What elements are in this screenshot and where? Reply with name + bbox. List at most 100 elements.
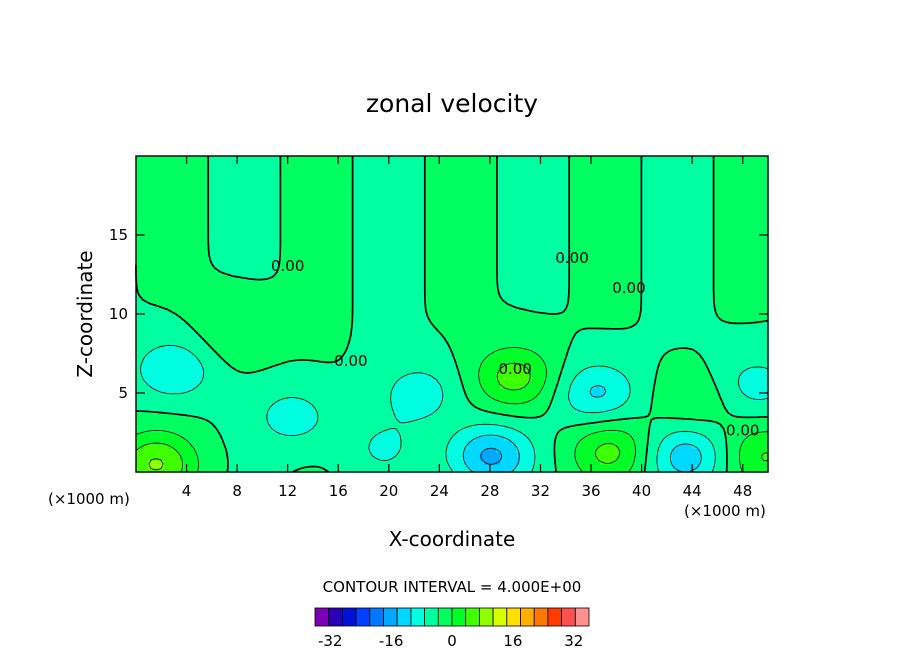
- field-cell: [252, 440, 257, 445]
- field-cell: [392, 460, 397, 465]
- field-cell: [676, 364, 681, 369]
- field-cell: [672, 408, 677, 413]
- field-cell: [412, 396, 417, 401]
- field-cell: [304, 376, 309, 381]
- field-cell: [520, 404, 525, 409]
- field-cell: [648, 368, 653, 373]
- field-cell: [596, 384, 601, 389]
- field-cell: [292, 392, 297, 397]
- field-cell: [636, 380, 641, 385]
- field-cell: [600, 384, 605, 389]
- field-cell: [500, 392, 505, 397]
- field-cell: [156, 380, 161, 385]
- field-cell: [496, 400, 501, 405]
- field-cell: [468, 376, 473, 381]
- field-cell: [212, 360, 217, 365]
- field-cell: [428, 420, 433, 425]
- field-cell: [416, 412, 421, 417]
- field-cell: [652, 356, 657, 361]
- field-cell: [764, 444, 769, 449]
- field-cell: [680, 412, 685, 417]
- field-cell: [636, 468, 641, 473]
- field-cell: [492, 436, 497, 441]
- field-cell: [488, 384, 493, 389]
- field-cell: [476, 424, 481, 429]
- field-cell: [236, 432, 241, 437]
- field-cell: [556, 360, 561, 365]
- field-cell: [660, 372, 665, 377]
- field-cell: [260, 344, 265, 349]
- field-cell: [348, 396, 353, 401]
- field-cell: [760, 400, 765, 405]
- field-cell: [264, 428, 269, 433]
- field-cell: [432, 380, 437, 385]
- field-cell: [472, 460, 477, 465]
- field-cell: [296, 364, 301, 369]
- field-cell: [672, 404, 677, 409]
- field-cell: [628, 404, 633, 409]
- field-cell: [632, 372, 637, 377]
- field-cell: [320, 444, 325, 449]
- field-cell: [188, 408, 193, 413]
- field-cell: [640, 392, 645, 397]
- field-cell: [648, 348, 653, 353]
- field-cell: [240, 444, 245, 449]
- field-cell: [520, 420, 525, 425]
- field-cell: [420, 452, 425, 457]
- field-cell: [268, 400, 273, 405]
- field-cell: [600, 368, 605, 373]
- field-cell: [692, 420, 697, 425]
- field-cell: [204, 460, 209, 465]
- field-cell: [476, 420, 481, 425]
- field-cell: [748, 372, 753, 377]
- field-cell: [560, 424, 565, 429]
- field-cell: [520, 412, 525, 417]
- field-cell: [156, 416, 161, 421]
- field-cell: [344, 468, 349, 473]
- field-cell: [512, 432, 517, 437]
- field-cell: [696, 412, 701, 417]
- field-cell: [652, 432, 657, 437]
- field-cell: [260, 452, 265, 457]
- field-cell: [180, 364, 185, 369]
- field-cell: [664, 368, 669, 373]
- field-cell: [180, 452, 185, 457]
- field-cell: [332, 396, 337, 401]
- field-cell: [584, 420, 589, 425]
- field-cell: [352, 392, 357, 397]
- field-cell: [548, 380, 553, 385]
- field-cell: [732, 416, 737, 421]
- field-cell: [504, 432, 509, 437]
- field-cell: [488, 360, 493, 365]
- field-cell: [152, 396, 157, 401]
- field-cell: [408, 404, 413, 409]
- field-cell: [368, 444, 373, 449]
- field-cell: [284, 460, 289, 465]
- field-cell: [520, 428, 525, 433]
- field-cell: [656, 436, 661, 441]
- field-cell: [668, 412, 673, 417]
- field-cell: [296, 404, 301, 409]
- field-cell: [440, 404, 445, 409]
- field-cell: [704, 368, 709, 373]
- field-cell: [756, 348, 761, 353]
- field-cell: [564, 444, 569, 449]
- field-cell: [480, 388, 485, 393]
- field-cell: [404, 356, 409, 361]
- field-cell: [368, 356, 373, 361]
- field-cell: [456, 444, 461, 449]
- field-cell: [544, 388, 549, 393]
- field-cell: [328, 400, 333, 405]
- field-cell: [388, 384, 393, 389]
- field-cell: [324, 364, 329, 369]
- field-cell: [140, 388, 145, 393]
- field-cell: [472, 348, 477, 353]
- field-cell: [168, 440, 173, 445]
- field-cell: [432, 408, 437, 413]
- field-cell: [372, 424, 377, 429]
- field-cell: [760, 468, 765, 473]
- field-cell: [700, 360, 705, 365]
- field-cell: [380, 448, 385, 453]
- field-cell: [376, 420, 381, 425]
- field-cell: [264, 396, 269, 401]
